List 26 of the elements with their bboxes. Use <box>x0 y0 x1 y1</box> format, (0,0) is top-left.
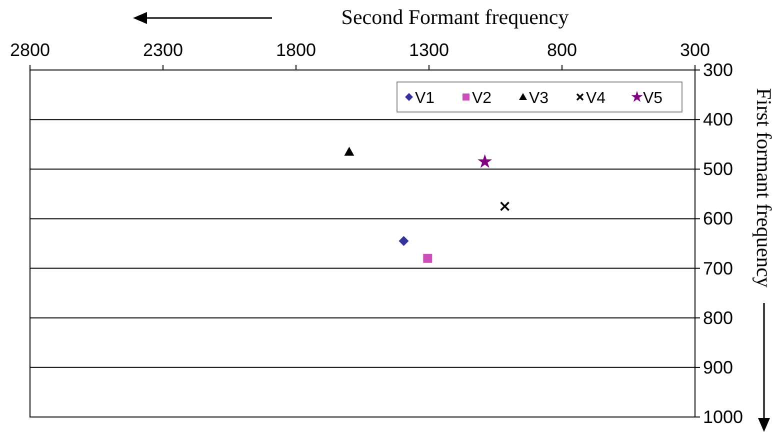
x-tick-label: 1800 <box>276 40 316 60</box>
y-tick-label: 1000 <box>703 407 744 427</box>
point <box>423 254 432 263</box>
point <box>398 236 409 246</box>
legend-label: V2 <box>472 90 492 107</box>
y-tick-label: 300 <box>703 60 734 80</box>
point <box>478 154 492 168</box>
y-tick-label: 500 <box>703 159 734 180</box>
legend-label: V1 <box>415 90 435 107</box>
y-tick-label: 900 <box>703 357 734 378</box>
y-tick-label: 400 <box>703 110 734 130</box>
y-tick-label: 700 <box>703 258 734 278</box>
y-tick-label: 600 <box>703 208 734 229</box>
legend-label: V3 <box>529 90 549 107</box>
x-axis-title: Second Formant frequency <box>341 5 570 29</box>
y-axis-title: First formant frequency <box>752 88 775 288</box>
point <box>344 146 354 156</box>
y-tick-label: 800 <box>703 308 734 328</box>
x-tick-label: 2300 <box>142 40 184 60</box>
legend-label: V4 <box>586 90 606 107</box>
point <box>500 201 510 212</box>
x-tick-label: 2800 <box>10 40 50 60</box>
x-tick-label: 1300 <box>408 40 450 60</box>
x-tick-label: 300 <box>680 40 710 60</box>
legend-label: V5 <box>643 90 663 107</box>
x-tick-label: 800 <box>546 40 578 60</box>
